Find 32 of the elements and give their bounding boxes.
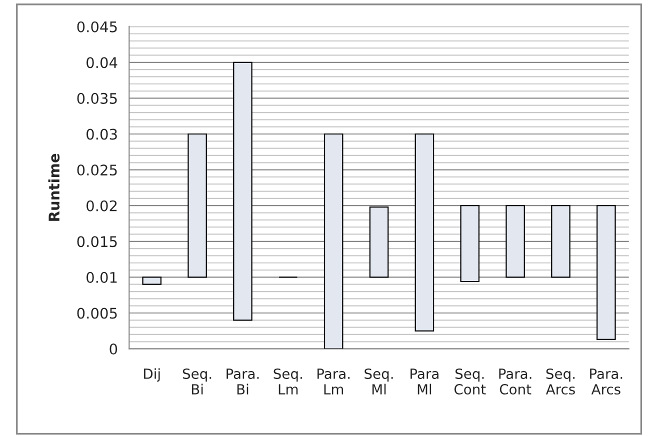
x-tick-label: Seq. Cont bbox=[454, 368, 486, 395]
bar bbox=[460, 205, 480, 282]
bar bbox=[188, 133, 207, 278]
x-tick-label: Seq. Bi bbox=[182, 368, 212, 394]
y-axis-title: Runtime bbox=[48, 154, 60, 221]
y-tick-label: 0.045 bbox=[77, 21, 117, 32]
x-tick-label: Para. Bi bbox=[226, 368, 259, 394]
y-tick-label: 0.025 bbox=[77, 164, 117, 176]
bar bbox=[369, 206, 389, 278]
bar bbox=[414, 133, 434, 332]
bar bbox=[233, 62, 252, 321]
x-tick-label: Seq. Lm bbox=[274, 368, 302, 394]
y-tick-label: 0.005 bbox=[77, 308, 117, 319]
bar bbox=[142, 276, 162, 285]
y-tick-label: 0.04 bbox=[86, 57, 118, 68]
bar bbox=[596, 205, 616, 340]
x-tick-label: Para. Lm bbox=[318, 368, 350, 394]
bar bbox=[324, 133, 344, 349]
y-tick-label: 0.015 bbox=[77, 236, 117, 248]
y-tick-label: 0.02 bbox=[86, 200, 117, 212]
y-tick-label: 0.01 bbox=[86, 272, 117, 283]
x-tick-label: Para. Arcs bbox=[590, 368, 622, 395]
x-tick-label: Para Ml bbox=[410, 368, 438, 394]
x-tick-label: Seq. Ml bbox=[364, 368, 393, 394]
x-tick-label: Para. Cont bbox=[499, 368, 532, 395]
text: 0 bbox=[110, 344, 118, 355]
x-tick-label: Dij bbox=[144, 368, 160, 382]
bar bbox=[551, 205, 570, 278]
y-tick-label: 0.03 bbox=[86, 128, 117, 140]
y-tick-label: 0.035 bbox=[77, 92, 117, 104]
bar bbox=[506, 205, 525, 278]
x-tick-label: Seq. Arcs bbox=[546, 368, 575, 395]
